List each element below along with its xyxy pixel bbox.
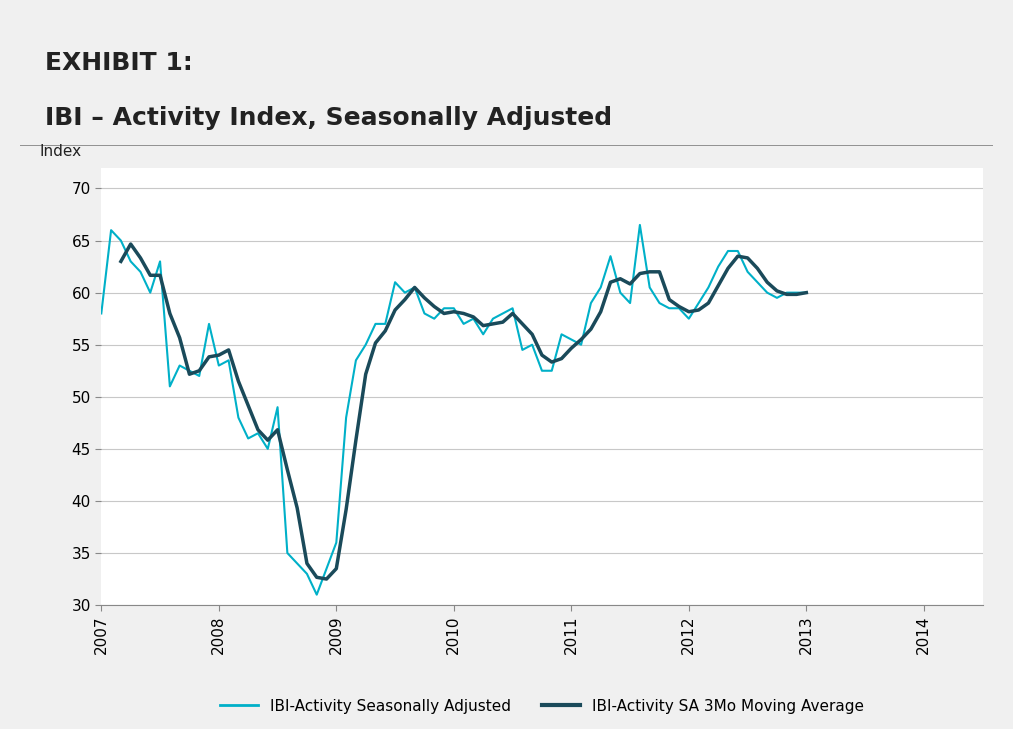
Text: Index: Index	[40, 144, 82, 159]
Legend: IBI-Activity Seasonally Adjusted, IBI-Activity SA 3Mo Moving Average: IBI-Activity Seasonally Adjusted, IBI-Ac…	[214, 693, 870, 720]
Text: EXHIBIT 1:: EXHIBIT 1:	[45, 51, 192, 75]
Text: IBI – Activity Index, Seasonally Adjusted: IBI – Activity Index, Seasonally Adjuste…	[45, 106, 612, 130]
